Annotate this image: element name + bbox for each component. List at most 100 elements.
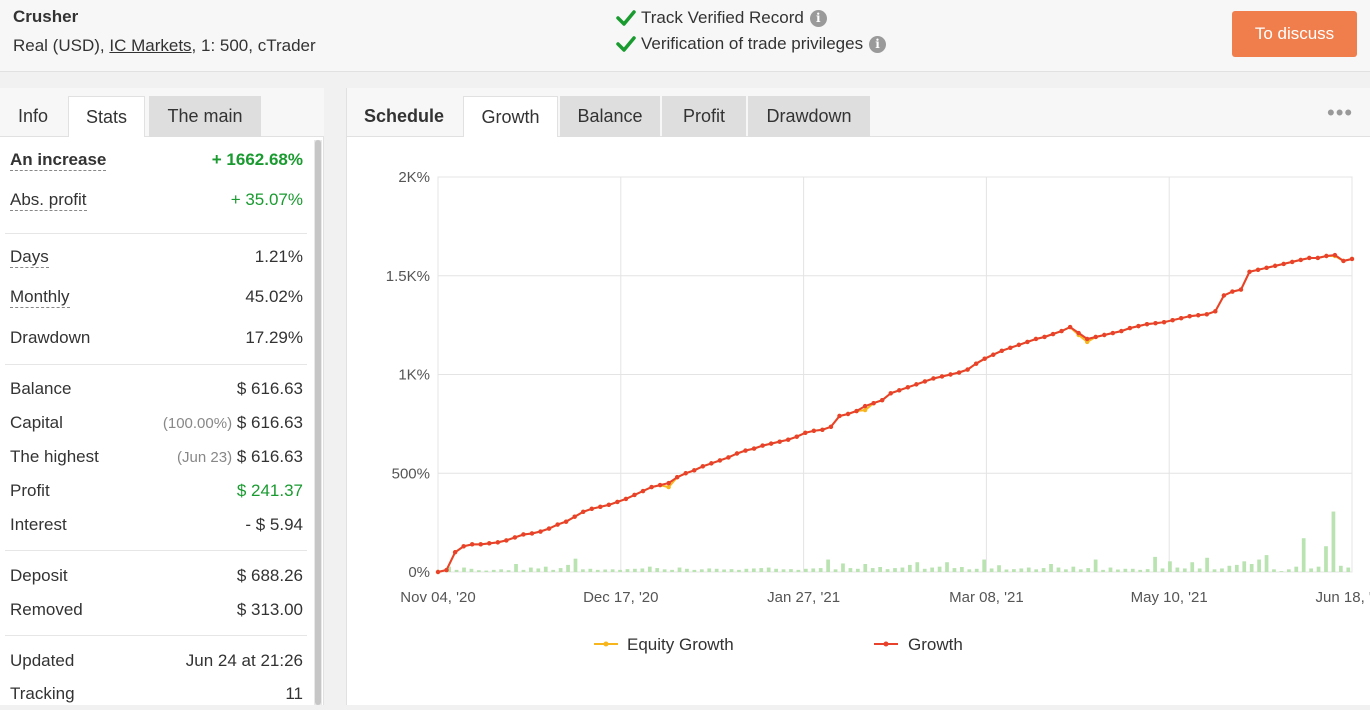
bar-mark bbox=[766, 567, 771, 572]
stat-value: 1.21% bbox=[254, 247, 303, 266]
growth-point bbox=[760, 443, 765, 448]
divider bbox=[5, 233, 307, 234]
stat-label[interactable]: An increase bbox=[10, 150, 107, 171]
bar-mark bbox=[521, 569, 526, 572]
tab-stats[interactable]: Stats bbox=[68, 96, 145, 137]
growth-point bbox=[692, 468, 697, 473]
verify-label-1: Track Verified Record bbox=[641, 8, 804, 27]
stat-label: Profit bbox=[10, 481, 50, 500]
bar-mark bbox=[640, 568, 645, 572]
bar-mark bbox=[915, 562, 920, 572]
bar-mark bbox=[848, 568, 853, 572]
bar-mark bbox=[1272, 569, 1276, 572]
check-icon bbox=[616, 10, 636, 26]
growth-point bbox=[581, 509, 586, 514]
bar-mark bbox=[1301, 538, 1306, 572]
growth-point bbox=[1050, 331, 1056, 337]
bar-mark bbox=[714, 568, 719, 572]
growth-point bbox=[1255, 267, 1261, 273]
growth-point bbox=[606, 502, 612, 508]
growth-point bbox=[897, 388, 902, 393]
bar-mark bbox=[937, 566, 942, 572]
info-icon[interactable]: i bbox=[869, 35, 887, 53]
growth-point bbox=[555, 522, 560, 527]
growth-point bbox=[452, 550, 458, 555]
growth-point bbox=[1178, 316, 1184, 321]
bar-mark bbox=[699, 569, 704, 572]
stat-label: Balance bbox=[10, 379, 72, 398]
growth-point bbox=[1324, 253, 1329, 259]
bar-mark bbox=[930, 567, 935, 572]
growth-point bbox=[1084, 336, 1090, 342]
growth-point bbox=[888, 391, 893, 396]
growth-point bbox=[538, 529, 543, 534]
bar-mark bbox=[960, 567, 964, 572]
stat-highest: The highest (Jun 23) $ 616.63 bbox=[10, 447, 303, 473]
broker-link[interactable]: IC Markets bbox=[109, 36, 192, 55]
x-tick-label: May 10, '21 bbox=[1131, 589, 1208, 606]
growth-point bbox=[512, 535, 518, 540]
bar-mark bbox=[803, 568, 808, 572]
stat-note: (100.00%) bbox=[162, 415, 233, 432]
bar-mark bbox=[484, 570, 489, 572]
stat-label: Drawdown bbox=[10, 328, 91, 347]
growth-point bbox=[1067, 324, 1073, 330]
stat-label[interactable]: Abs. profit bbox=[10, 190, 87, 211]
more-options-icon[interactable]: ••• bbox=[1327, 100, 1354, 125]
stat-value: + 1662.68% bbox=[211, 150, 303, 169]
growth-point bbox=[1349, 256, 1355, 262]
divider bbox=[5, 635, 307, 636]
legend-equity-label: Equity Growth bbox=[627, 635, 734, 654]
growth-point bbox=[931, 376, 936, 381]
tab-profit[interactable]: Profit bbox=[662, 96, 746, 137]
bar-mark bbox=[781, 569, 786, 572]
stat-label[interactable]: Days bbox=[10, 247, 49, 268]
bar-mark bbox=[647, 566, 652, 572]
tab-info[interactable]: Info bbox=[17, 106, 49, 126]
stat-amount: $ 616.63 bbox=[236, 413, 303, 432]
growth-point bbox=[623, 496, 629, 502]
account-type: Real (USD), bbox=[13, 36, 105, 55]
stat-balance: Balance $ 616.63 bbox=[10, 379, 303, 405]
stat-deposit: Deposit $ 688.26 bbox=[10, 566, 303, 592]
bar-mark bbox=[588, 568, 593, 572]
growth-point bbox=[734, 451, 740, 456]
growth-point bbox=[1315, 255, 1321, 261]
bar-mark bbox=[1130, 568, 1135, 572]
tab-drawdown[interactable]: Drawdown bbox=[748, 96, 870, 137]
growth-point bbox=[674, 475, 680, 480]
growth-point bbox=[1127, 325, 1133, 331]
growth-point bbox=[1298, 257, 1303, 263]
stat-days: Days 1.21% bbox=[10, 247, 303, 273]
growth-point bbox=[871, 400, 876, 406]
info-icon[interactable]: i bbox=[809, 9, 827, 27]
bar-mark bbox=[1197, 568, 1202, 572]
bar-mark bbox=[952, 568, 957, 572]
bar-mark bbox=[1093, 559, 1098, 572]
tab-the-main[interactable]: The main bbox=[149, 96, 261, 137]
bar-mark bbox=[751, 568, 756, 572]
tab-growth[interactable]: Growth bbox=[463, 96, 558, 137]
growth-point bbox=[948, 372, 953, 377]
bar-mark bbox=[573, 558, 578, 572]
tab-balance[interactable]: Balance bbox=[560, 96, 660, 137]
growth-point bbox=[1153, 320, 1158, 326]
bar-mark bbox=[1064, 569, 1068, 572]
discuss-button[interactable]: To discuss bbox=[1232, 11, 1357, 57]
growth-point bbox=[1076, 330, 1081, 336]
x-tick-label: Nov 04, '20 bbox=[400, 589, 475, 606]
scrollbar-thumb[interactable] bbox=[315, 140, 321, 705]
growth-point bbox=[1102, 332, 1107, 338]
y-tick-label: 1.5K% bbox=[386, 268, 430, 285]
account-header: Crusher Real (USD), IC Markets, 1: 500, … bbox=[0, 0, 1370, 72]
growth-point bbox=[709, 461, 714, 466]
track-verified-record: Track Verified Record i bbox=[616, 8, 827, 28]
growth-point bbox=[504, 538, 509, 543]
bar-mark bbox=[529, 567, 533, 572]
growth-point bbox=[563, 519, 569, 524]
bar-mark bbox=[1019, 568, 1024, 572]
growth-point bbox=[1042, 334, 1047, 340]
stat-label[interactable]: Monthly bbox=[10, 287, 70, 308]
growth-point bbox=[1281, 261, 1286, 267]
legend-growth-dot bbox=[883, 641, 889, 647]
